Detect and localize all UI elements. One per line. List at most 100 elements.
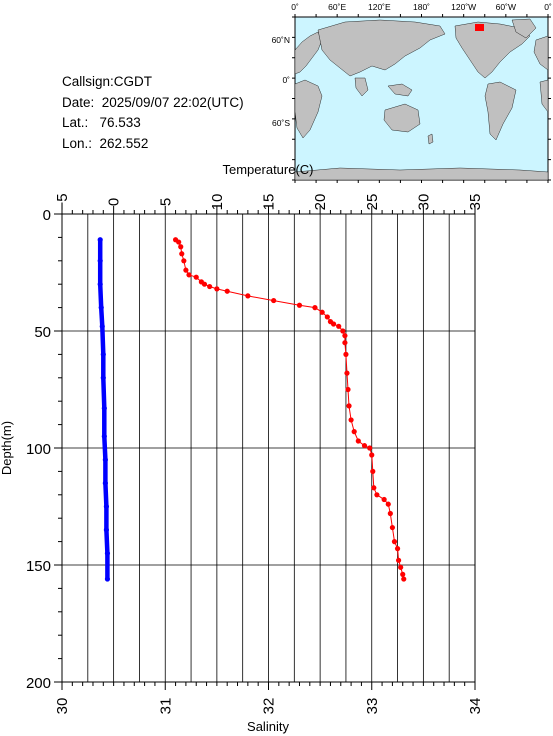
temperature-point	[319, 309, 325, 315]
temperature-point	[343, 351, 349, 357]
temperature-tick-label: 10	[209, 194, 226, 211]
world-map: 0˚ 60˚E 120˚E 180˚ 120˚W 60˚W 0˚ 60˚N 0˚ 60˚S	[272, 2, 552, 183]
temperature-point	[355, 438, 361, 444]
temperature-point	[400, 571, 406, 577]
temperature-point	[296, 302, 303, 308]
map-land	[294, 18, 549, 181]
temperature-point	[381, 496, 387, 503]
temperature-tick-label: 5	[157, 198, 174, 206]
temperature-line	[175, 239, 405, 580]
temperature-point	[342, 333, 348, 339]
map-lat-label: 60˚S	[272, 118, 290, 128]
salinity-point	[99, 323, 105, 329]
temperature-point	[186, 272, 192, 278]
temperature-point	[385, 501, 391, 507]
map-lon-label: 180˚	[413, 2, 430, 12]
map-lon-label: 0˚	[544, 2, 552, 12]
salinity-series	[97, 237, 111, 582]
temperature-point	[361, 443, 368, 449]
temperature-point	[324, 314, 330, 320]
salinity-ticks: 30 31 32 33 34	[54, 682, 484, 714]
chart-grid	[61, 214, 476, 682]
station-marker	[475, 24, 484, 31]
temperature-axis-title: Temperature(C)	[222, 162, 313, 177]
depth-tick-label: 0	[43, 207, 51, 224]
salinity-point	[97, 258, 103, 264]
map-lon-label: 60˚W	[496, 2, 516, 12]
temperature-point	[342, 340, 348, 346]
temperature-point	[178, 244, 184, 250]
salinity-point	[100, 375, 106, 381]
map-lat-label: 60˚N	[272, 35, 290, 45]
latitude-text: Lat.: 76.533	[62, 115, 141, 130]
depth-tick-label: 200	[26, 675, 51, 692]
salinity-tick-label: 32	[261, 698, 278, 715]
salinity-point	[97, 281, 103, 287]
salinity-point	[104, 550, 111, 556]
temperature-point	[193, 274, 199, 280]
salinity-point	[101, 405, 107, 411]
map-lon-labels: 0˚ 60˚E 120˚E 180˚ 120˚W 60˚W 0˚	[291, 2, 552, 12]
map-lon-label: 0˚	[291, 2, 299, 12]
temperature-point	[387, 510, 393, 517]
station-info: Callsign:CGDT Date: 2025/09/07 22:02(UTC…	[62, 72, 244, 154]
temperature-tick-label: 25	[364, 194, 381, 211]
temperature-point	[389, 524, 395, 531]
temperature-point	[348, 417, 354, 423]
temperature-point	[312, 305, 318, 311]
salinity-axis-title: Salinity	[247, 719, 289, 734]
depth-tick-label: 150	[26, 558, 51, 575]
temperature-point	[245, 293, 251, 299]
temperature-tick-label: 35	[467, 194, 484, 211]
temperature-tick-label: −5	[54, 193, 71, 210]
depth-tick-label: 50	[34, 324, 51, 341]
salinity-point	[101, 433, 107, 439]
temperature-point	[370, 468, 376, 474]
salinity-point	[103, 503, 109, 510]
salinity-point	[102, 457, 108, 463]
temperature-point	[398, 564, 404, 570]
temperature-point	[345, 386, 351, 393]
salinity-point	[98, 305, 104, 311]
temperature-tick-label: 30	[415, 194, 432, 211]
salinity-point	[104, 576, 111, 582]
temperature-point	[271, 297, 277, 304]
callsign-text: Callsign:CGDT	[62, 74, 153, 89]
salinity-point	[100, 351, 106, 357]
temperature-tick-label: 20	[312, 194, 329, 211]
temperature-point	[330, 321, 337, 327]
map-lon-label: 120˚E	[368, 2, 391, 12]
temperature-point	[369, 452, 375, 458]
temperature-point	[183, 267, 189, 273]
temperature-point	[401, 576, 407, 582]
date-text: Date: 2025/09/07 22:02(UTC)	[62, 94, 244, 110]
temperature-tick-label: 0	[106, 198, 123, 206]
temperature-point	[394, 546, 401, 552]
temperature-point	[340, 328, 346, 334]
salinity-tick-label: 34	[467, 698, 484, 715]
temperature-tick-label: 15	[261, 194, 278, 211]
temperature-point	[374, 492, 380, 498]
temperature-point	[214, 286, 220, 292]
temperature-point	[346, 403, 352, 409]
map-lon-label: 60˚E	[328, 2, 346, 12]
map-frame-ticks	[292, 14, 551, 183]
salinity-point	[102, 480, 108, 486]
temperature-point	[391, 539, 398, 545]
temperature-series	[172, 237, 407, 582]
temperature-point	[207, 283, 213, 290]
salinity-point	[103, 527, 109, 533]
temperature-point	[201, 281, 208, 287]
temperature-point	[181, 258, 187, 264]
temperature-point	[336, 323, 342, 329]
depth-ticks: 0 50 100 150 200	[26, 207, 62, 692]
temperature-point	[351, 429, 357, 435]
salinity-point	[97, 237, 103, 243]
temperature-ticks: −5 0 5 10 15 20 25 30 35	[54, 193, 484, 214]
temperature-point	[344, 370, 350, 376]
temperature-point	[224, 288, 230, 294]
salinity-tick-label: 31	[157, 698, 174, 715]
temperature-point	[371, 485, 377, 491]
temperature-point	[367, 445, 373, 451]
